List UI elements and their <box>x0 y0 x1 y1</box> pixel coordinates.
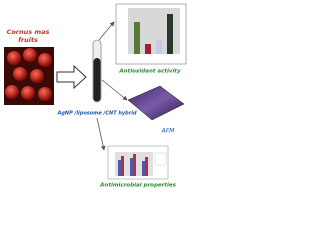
antioxidant-label: Antioxidant activity <box>118 69 181 75</box>
graphical-abstract: Cornus mas fruits AgNP /liposome /CNT hy… <box>4 3 187 189</box>
arrow <box>101 79 128 101</box>
arrow <box>98 21 115 41</box>
fruit-label: Cornus mas <box>7 28 50 36</box>
antimicrobial-label: Antimicrobial properties <box>99 183 176 189</box>
process-arrow <box>56 64 87 90</box>
antimicrobial-chart-image <box>107 145 169 180</box>
hybrid-label: AgNP /liposome /CNT hybrid <box>56 111 136 117</box>
arrow <box>96 117 106 151</box>
fruit-photo <box>4 47 54 105</box>
test-tube <box>92 39 102 103</box>
afm-label: AFM <box>161 128 176 135</box>
antioxidant-chart-image <box>115 3 187 65</box>
fruit-label: fruits <box>18 36 38 44</box>
afm-image <box>127 85 185 121</box>
